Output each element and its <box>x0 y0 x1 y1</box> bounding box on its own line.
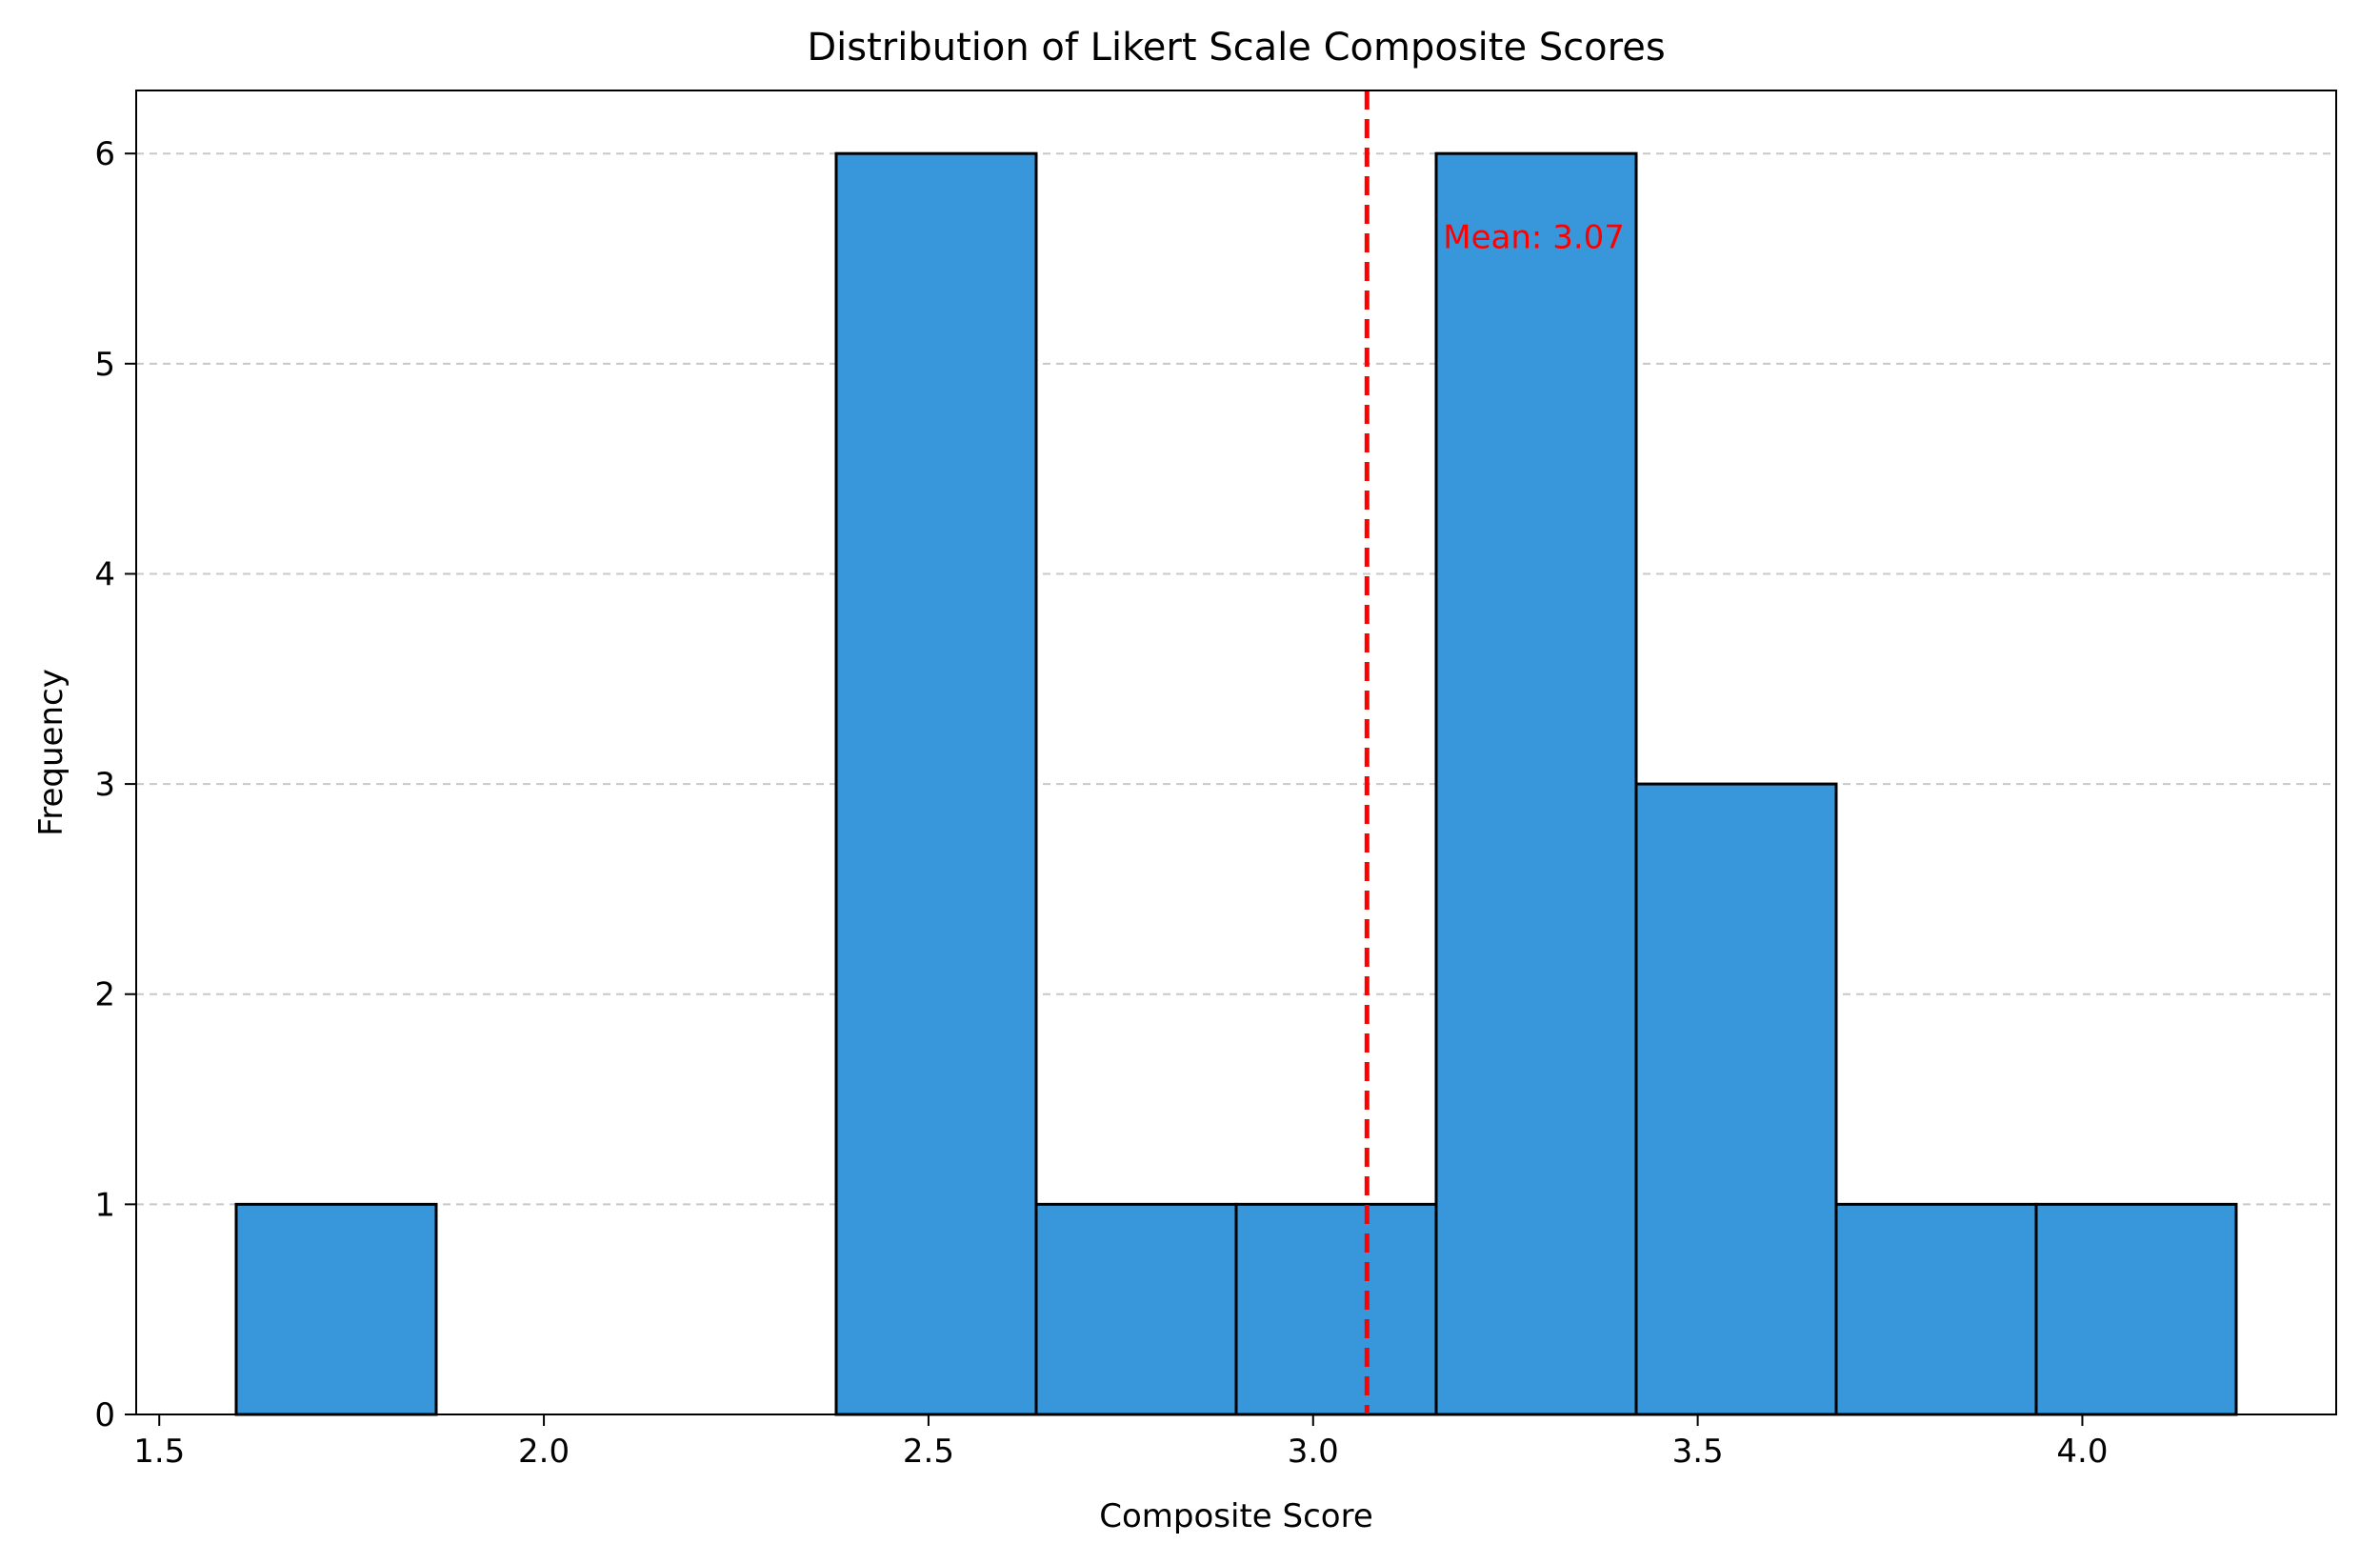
y-axis-label: Frequency <box>32 669 70 836</box>
y-axis-ticks: 0 1 2 3 4 5 6 <box>94 135 136 1434</box>
y-tick-label-0: 0 <box>94 1396 115 1434</box>
y-tick-label-1: 1 <box>94 1186 115 1224</box>
y-tick-label-4: 4 <box>94 555 115 593</box>
x-tick-label-5: 4.0 <box>2056 1433 2108 1471</box>
mean-marker: Mean: 3.07 <box>1364 90 1625 1414</box>
mean-label: Mean: 3.07 <box>1443 218 1625 256</box>
histogram-bar-5 <box>1234 1202 1438 1416</box>
x-tick-label-1: 2.0 <box>518 1433 570 1471</box>
x-axis-ticks: 1.5 2.0 2.5 3.0 3.5 4.0 <box>133 1414 2109 1471</box>
histogram-bar-7 <box>1634 782 1838 1416</box>
x-tick-label-2: 2.5 <box>903 1433 954 1471</box>
histogram-bar-8 <box>1834 1202 2038 1416</box>
histogram-bar-0 <box>234 1202 438 1416</box>
y-tick-label-3: 3 <box>94 766 115 804</box>
y-tick-label-5: 5 <box>94 346 115 384</box>
grid-lines <box>136 152 2336 1206</box>
x-tick-label-4: 3.5 <box>1672 1433 1724 1471</box>
y-tick-label-2: 2 <box>94 976 115 1014</box>
histogram-bars <box>234 151 2238 1416</box>
x-tick-label-0: 1.5 <box>133 1433 185 1471</box>
histogram-bar-3 <box>834 151 1038 1416</box>
x-tick-label-3: 3.0 <box>1288 1433 1339 1471</box>
chart-title: Distribution of Likert Scale Composite S… <box>807 26 1665 70</box>
histogram-bar-6 <box>1434 151 1638 1416</box>
histogram-bar-9 <box>2034 1202 2238 1416</box>
x-axis-label: Composite Score <box>1099 1497 1373 1535</box>
plot-area-frame <box>135 90 2337 1415</box>
y-tick-label-6: 6 <box>94 135 115 173</box>
histogram-bar-4 <box>1034 1202 1238 1416</box>
